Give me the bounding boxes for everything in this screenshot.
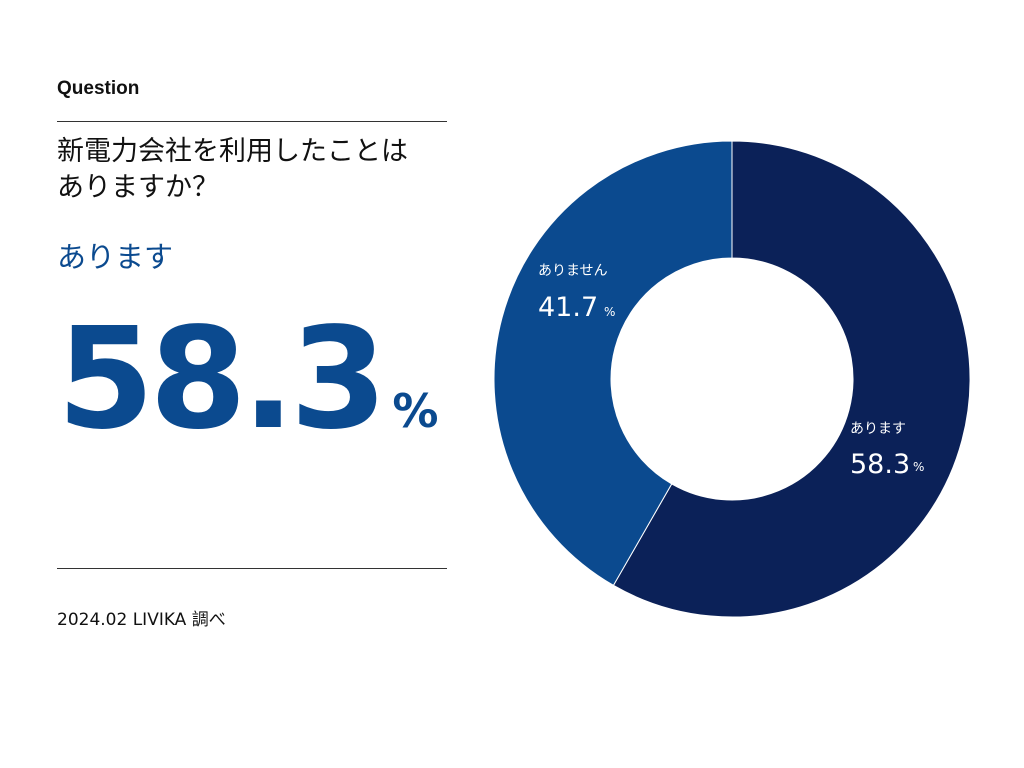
slice-unit-no: % bbox=[604, 305, 615, 319]
slice-unit-yes: % bbox=[913, 460, 924, 474]
highlight-number: 58.3 bbox=[57, 298, 387, 461]
donut-slice-yes bbox=[612, 140, 971, 618]
top-divider bbox=[57, 121, 447, 122]
slice-label-no: ありません bbox=[538, 263, 608, 279]
donut-slice-no bbox=[493, 140, 733, 587]
slice-value-no: 41.7 bbox=[538, 292, 598, 323]
donut-chart: あります 58.3 % ありません 41.7% bbox=[493, 140, 971, 618]
question-line-1: 新電力会社を利用したことは bbox=[57, 136, 408, 167]
section-label: Question bbox=[57, 78, 140, 99]
source-note: 2024.02 LIVIKA 調べ bbox=[57, 610, 226, 630]
slice-value-yes: 58.3 bbox=[850, 449, 910, 480]
highlight-unit: % bbox=[392, 384, 439, 438]
slice-label-yes: あります bbox=[850, 421, 906, 437]
question-text: 新電力会社を利用したことは ありますか？ bbox=[57, 134, 457, 206]
question-line-2: ありますか？ bbox=[57, 172, 219, 203]
highlight-value: 58.3 % bbox=[57, 290, 439, 470]
bottom-divider bbox=[57, 568, 447, 569]
highlight-answer-label: あります bbox=[57, 240, 174, 274]
